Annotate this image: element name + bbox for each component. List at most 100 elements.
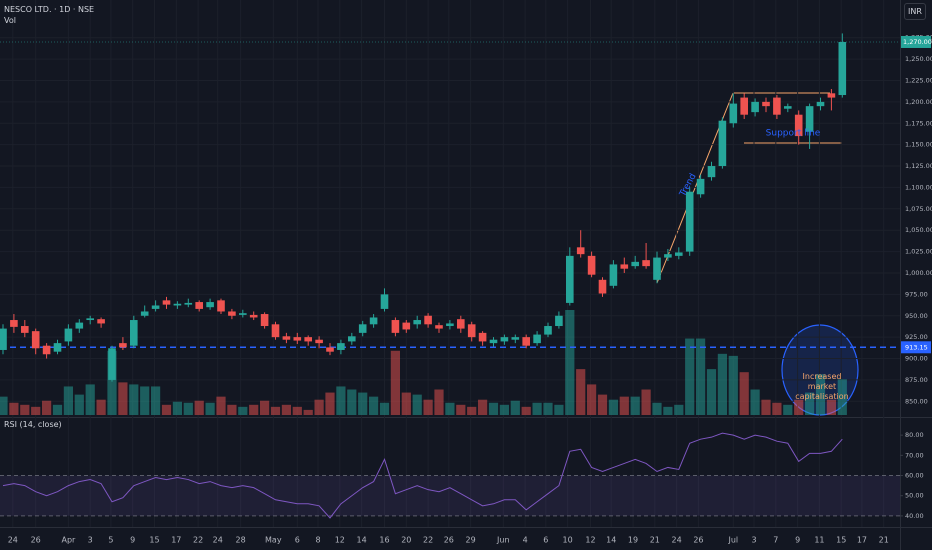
candle-body	[151, 305, 160, 309]
rsi-tick-label: 40.00	[905, 512, 924, 520]
x-tick-label: 20	[401, 536, 411, 545]
candle-body	[544, 326, 552, 335]
volume-bar	[630, 396, 640, 415]
candle-body	[195, 302, 203, 309]
volume-bar	[249, 404, 259, 415]
candle-body	[729, 103, 738, 124]
x-tick-label: 7	[773, 536, 778, 545]
rsi-tick-label: 80.00	[905, 431, 924, 439]
candle-body	[511, 337, 520, 340]
volume-bar	[815, 374, 826, 415]
candle-body	[239, 313, 247, 315]
x-tick-label: 15	[836, 536, 846, 545]
y-tick-label: 1,175.00	[905, 119, 932, 127]
candle-body	[762, 101, 770, 107]
volume-bar	[314, 399, 324, 415]
volume-bar	[63, 386, 73, 415]
volume-bar	[641, 389, 651, 415]
candle-body	[315, 339, 323, 344]
candle-body	[457, 319, 465, 329]
volume-bar	[783, 404, 793, 415]
volume-bar	[750, 389, 760, 415]
x-tick-label: 17	[857, 536, 867, 545]
volume-bar	[118, 382, 128, 415]
rsi-tick-label: 60.00	[905, 472, 924, 480]
x-tick-label: Apr	[61, 536, 76, 545]
candle-body	[358, 324, 367, 333]
candle-body	[522, 337, 530, 346]
candle-body	[467, 324, 476, 338]
candle-body	[794, 114, 803, 137]
x-tick-label: 8	[315, 536, 320, 545]
volume-bar	[728, 355, 738, 415]
candle-body	[369, 317, 378, 325]
y-tick-label: 950.00	[905, 312, 928, 320]
x-tick-label: 16	[379, 536, 389, 545]
x-tick-label: 9	[795, 536, 800, 545]
x-tick-label: May	[265, 536, 282, 545]
volume-bar	[401, 392, 411, 415]
volume-bar	[445, 402, 455, 415]
candle-body	[97, 319, 105, 324]
candle-body	[119, 343, 127, 348]
rsi-tick-label: 70.00	[905, 451, 924, 459]
candle-body	[293, 337, 302, 341]
candle-body	[304, 337, 312, 342]
candle-body	[435, 325, 443, 329]
x-tick-label: 24	[213, 536, 223, 545]
candle-body	[391, 320, 400, 333]
candle-body	[576, 247, 585, 255]
volume-bar	[434, 389, 444, 415]
volume-bar	[499, 404, 509, 415]
candle-body	[217, 300, 225, 312]
volume-bar	[0, 396, 8, 415]
candle-body	[31, 331, 40, 349]
candle-body	[184, 302, 193, 305]
volume-bar	[576, 369, 586, 415]
volume-bar	[674, 404, 684, 415]
candle-body	[642, 260, 650, 267]
volume-bar	[369, 396, 379, 415]
market-cap-annotation: Increased market capitalisation	[795, 372, 849, 401]
volume-bar	[347, 389, 357, 415]
volume-bar	[805, 392, 815, 415]
candle-body	[326, 347, 334, 352]
candle-body	[707, 166, 716, 178]
x-tick-label: 6	[543, 536, 548, 545]
volume-bar	[140, 386, 150, 415]
candle-body	[609, 264, 618, 286]
candle-body	[228, 311, 236, 316]
y-tick-label: 975.00	[905, 290, 928, 298]
volume-bar	[129, 384, 139, 415]
volume-bar	[52, 404, 63, 415]
volume-bar	[216, 396, 226, 415]
candle-body	[816, 101, 825, 107]
candle-body	[784, 106, 792, 109]
x-tick-label: 26	[693, 536, 703, 545]
volume-bar	[532, 402, 542, 415]
volume-bar	[478, 399, 488, 415]
volume-bar	[706, 369, 717, 415]
candle-body	[773, 97, 781, 115]
candle-body	[53, 343, 62, 352]
x-tick-label: 6	[295, 536, 300, 545]
volume-bar	[358, 392, 368, 415]
currency-button[interactable]: INR	[904, 3, 926, 20]
candle-body	[64, 328, 73, 342]
volume-bar	[608, 399, 618, 415]
x-tick-label: 12	[585, 536, 595, 545]
volume-bar	[96, 399, 106, 415]
volume-bar	[227, 404, 237, 415]
candle-body	[206, 302, 214, 308]
volume-label: Vol	[4, 16, 16, 25]
last-price-label: 1,270.00	[903, 38, 932, 46]
level-tag	[901, 341, 931, 354]
candle-body	[598, 279, 607, 294]
candle-body	[489, 339, 498, 344]
volume-bar	[151, 386, 161, 415]
candle-body	[587, 255, 596, 275]
candle-body	[500, 337, 509, 342]
candle-body	[249, 314, 258, 318]
